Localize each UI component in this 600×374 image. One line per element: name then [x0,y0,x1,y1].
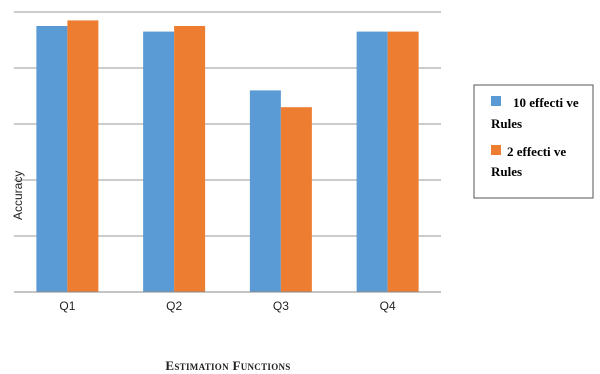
bars [36,20,419,293]
bar-q4-series-2 [387,31,419,292]
legend-label-series-2-line2: Rules [491,164,522,179]
y-axis-title: Accuracy [11,171,25,220]
bar-q1-series-2 [67,20,99,293]
x-tick-label-q2: Q2 [166,299,182,313]
legend-swatch-series-2 [491,145,501,155]
legend-label-series-2-line1: 2 effecti ve [507,144,566,159]
x-tick-label-q1: Q1 [59,299,75,313]
bar-q2-series-1 [143,31,175,292]
legend-label-series-1-line2: Rules [491,116,522,131]
bar-q4-series-1 [356,31,388,292]
x-tick-label-q4: Q4 [380,299,396,313]
bar-q1-series-1 [36,26,68,292]
x-tick-label-q3: Q3 [273,299,289,313]
legend-label-series-1-line1: 10 effecti ve [513,95,579,110]
bar-q3-series-1 [249,90,281,293]
x-axis-title: Estimation Functions [165,358,290,373]
bar-q2-series-2 [174,26,206,292]
legend-swatch-series-1 [491,96,501,106]
legend: 10 effecti ve Rules 2 effecti ve Rules [473,84,594,199]
x-tick-labels: Q1 Q2 Q3 Q4 [59,299,396,313]
bar-q3-series-2 [280,107,312,292]
